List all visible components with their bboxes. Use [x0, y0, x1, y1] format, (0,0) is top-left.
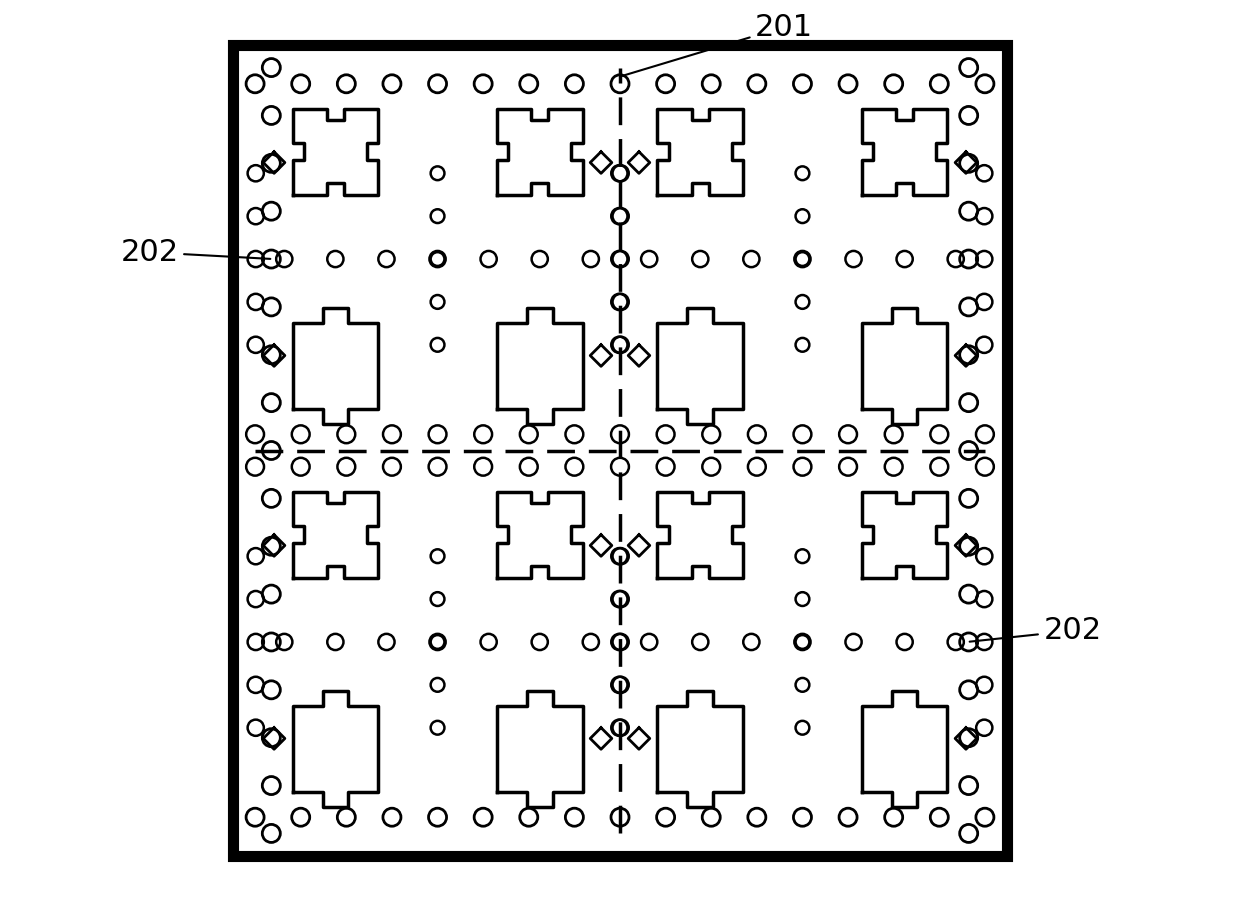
Text: 201: 201 — [622, 13, 813, 76]
Text: 202: 202 — [970, 616, 1101, 645]
Text: 202: 202 — [120, 238, 270, 267]
Bar — [233, 45, 1007, 856]
